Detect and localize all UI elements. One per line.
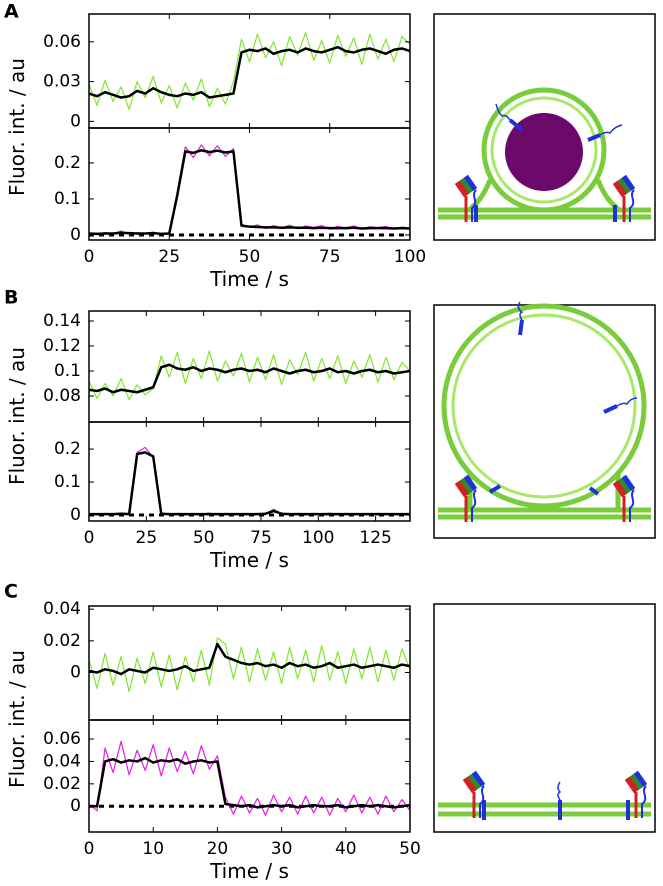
x-tick-label: 50 <box>193 528 215 548</box>
y-tick-label: 0.1 <box>54 472 81 492</box>
x-axis-label: Time / s <box>209 859 289 883</box>
y-axis-label: Fluor. int. / au <box>5 347 29 485</box>
trace <box>89 45 410 99</box>
x-tick-label: 20 <box>207 839 229 859</box>
y-tick-label: 0.2 <box>54 439 81 459</box>
trace <box>89 642 410 676</box>
x-tick-label: 40 <box>335 839 357 859</box>
x-tick-label: 0 <box>84 247 95 267</box>
x-tick-label: 30 <box>271 839 293 859</box>
x-tick-label: 100 <box>394 247 426 267</box>
x-tick-label: 50 <box>239 247 261 267</box>
trace <box>89 149 410 236</box>
y-tick-label: 0.04 <box>43 599 81 619</box>
panel-label: B <box>4 287 18 309</box>
y-tick-label: 0.02 <box>43 774 81 794</box>
y-tick-label: 0 <box>70 225 81 245</box>
y-tick-label: 0 <box>70 505 81 525</box>
y-tick-label: 0.1 <box>54 361 81 381</box>
plot-area <box>89 144 410 237</box>
plot-frame <box>88 719 411 833</box>
y-tick-label: 0.03 <box>43 72 81 92</box>
y-tick-label: 0 <box>70 796 81 816</box>
y-tick-label: 0.2 <box>54 153 81 173</box>
x-tick-label: 50 <box>399 839 421 859</box>
trace <box>89 144 410 236</box>
plot-frame <box>88 605 411 721</box>
panel-label: A <box>4 1 19 23</box>
plot-area <box>89 446 410 517</box>
y-tick-label: 0.04 <box>43 751 81 771</box>
x-tick-label: 10 <box>142 839 164 859</box>
trace <box>89 740 410 816</box>
plot-frame <box>88 310 411 423</box>
y-tick-label: 0.14 <box>43 311 81 331</box>
plot-frame <box>88 13 411 129</box>
diagram-a <box>433 13 656 241</box>
y-tick-label: 0 <box>70 111 81 131</box>
plot-frame <box>88 421 411 522</box>
plot-area <box>89 740 410 816</box>
y-tick-label: 0.06 <box>43 729 81 749</box>
y-axis-label: Fluor. int. / au <box>5 650 29 788</box>
y-tick-label: 0 <box>70 663 81 683</box>
plot-frame <box>88 127 411 241</box>
diagram-c <box>433 603 656 833</box>
x-axis-label: Time / s <box>209 548 289 572</box>
y-tick-label: 0.02 <box>43 631 81 651</box>
y-tick-label: 0.12 <box>43 336 81 356</box>
y-tick-label: 0.06 <box>43 32 81 52</box>
x-tick-label: 0 <box>84 839 95 859</box>
y-tick-label: 0.1 <box>54 189 81 209</box>
x-tick-label: 25 <box>136 528 158 548</box>
plot-area <box>89 637 410 693</box>
x-tick-label: 75 <box>319 247 341 267</box>
x-tick-label: 25 <box>158 247 180 267</box>
panel-label: C <box>4 581 18 603</box>
trace <box>89 637 410 693</box>
trace <box>89 363 410 394</box>
diagram-b <box>433 301 656 539</box>
plot-area <box>89 350 410 401</box>
trace <box>89 451 410 516</box>
y-axis-label: Fluor. int. / au <box>5 58 29 196</box>
plot-area <box>89 31 410 111</box>
x-tick-label: 100 <box>302 528 334 548</box>
y-tick-label: 0.08 <box>43 386 81 406</box>
trace <box>89 756 410 809</box>
trace <box>89 31 410 111</box>
x-tick-label: 75 <box>250 528 272 548</box>
x-tick-label: 125 <box>359 528 391 548</box>
x-tick-label: 0 <box>84 528 95 548</box>
x-axis-label: Time / s <box>209 267 289 291</box>
